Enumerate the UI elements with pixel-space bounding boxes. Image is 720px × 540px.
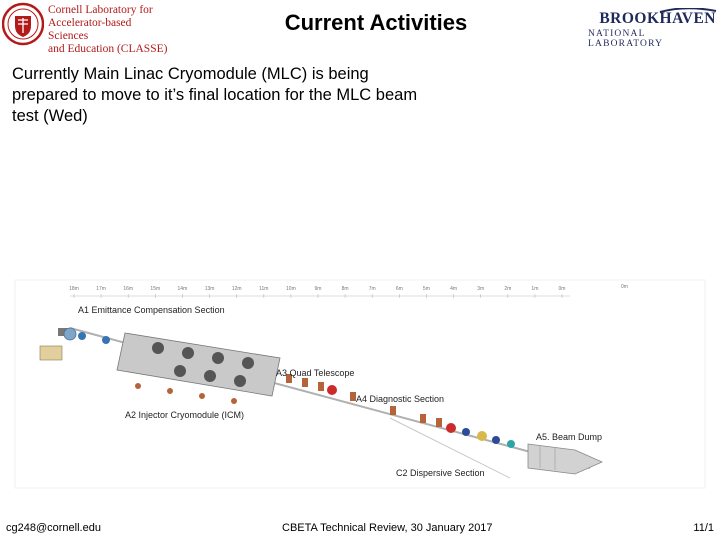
- cornell-seal-icon: [2, 2, 44, 46]
- quad-1: [286, 374, 292, 383]
- ruler-tick-label: 8m: [342, 286, 349, 292]
- label-c2-dispersive-section: C2 Dispersive Section: [396, 468, 485, 478]
- cryomodule-port-6: [204, 370, 216, 382]
- label-a1-emittance-compensation: A1 Emittance Compensation Section: [78, 305, 225, 315]
- cornell-logo-line3: and Education (CLASSE): [48, 43, 168, 55]
- beamline-layout-figure: 18m 17m 16m 15m 14m 13m 12m 11m 10m 9m 8m 7m 6m 5m 4m 3…: [14, 279, 706, 489]
- ruler-tick-label: 6m: [396, 286, 403, 292]
- ruler-tick-label: 14m: [178, 286, 188, 292]
- electron-gun: [39, 327, 110, 361]
- cornell-logo-line2: Accelerator-based Sciences: [48, 17, 132, 42]
- quad-4: [350, 392, 356, 401]
- slide-header: Cornell Laboratory for Accelerator-based…: [0, 0, 720, 56]
- ruler-tick-label: 12m: [232, 286, 242, 292]
- coupler-1: [135, 383, 141, 389]
- ruler-ticks: 18m 17m 16m 15m 14m 13m 12m 11m 10m 9m 8m 7m 6m 5m 4m 3…: [69, 286, 565, 298]
- quad-5: [390, 406, 396, 415]
- coupler-3: [199, 393, 205, 399]
- slide-body-text: Currently Main Linac Cryomodule (MLC) is…: [12, 65, 418, 125]
- distance-ruler: 18m 17m 16m 15m 14m 13m 12m 11m 10m 9m 8m 7m 6m 5m 4m 3…: [69, 284, 628, 298]
- cryomodule-port-1: [152, 342, 164, 354]
- ruler-end-label: 0m: [621, 284, 628, 290]
- ruler-tick-label: 4m: [450, 286, 457, 292]
- quad-2: [302, 378, 308, 387]
- cryomodule-port-2: [182, 347, 194, 359]
- blue-magnet-1: [462, 428, 470, 436]
- ruler-tick-label: 15m: [150, 286, 160, 292]
- quad-3: [318, 382, 324, 391]
- brookhaven-logo: BROOKHAVEN NATIONAL LABORATORY: [588, 8, 720, 49]
- teal-element: [507, 440, 515, 448]
- label-a5-beam-dump: A5. Beam Dump: [536, 432, 602, 442]
- footer-event: CBETA Technical Review, 30 January 2017: [282, 522, 493, 534]
- beam-dump: [527, 443, 603, 475]
- ruler-tick-label: 2m: [504, 286, 511, 292]
- gun-high-voltage-box: [39, 345, 63, 361]
- solenoid-2: [102, 336, 110, 344]
- ruler-tick-label: 16m: [123, 286, 133, 292]
- brookhaven-logo-name: BROOKHAVEN: [599, 10, 716, 27]
- injector-cryomodule: [116, 332, 281, 404]
- section-labels: A1 Emittance Compensation Section A2 Inj…: [78, 305, 602, 478]
- ruler-tick-label: 11m: [259, 286, 268, 292]
- ruler-tick-label: 18m: [69, 286, 79, 292]
- ruler-tick-label: 13m: [205, 286, 215, 292]
- slide-footer: cg248@cornell.edu CBETA Technical Review…: [0, 518, 720, 538]
- gun-chamber: [63, 327, 77, 341]
- beamline-magnets: [286, 374, 515, 448]
- footer-page-number: 11/1: [693, 522, 714, 534]
- figure-frame: [14, 279, 706, 489]
- ruler-tick-label: 0m: [559, 286, 566, 292]
- coupler-2: [167, 388, 173, 394]
- quad-7: [436, 418, 442, 427]
- ruler-tick-label: 1m: [531, 286, 538, 292]
- yellow-magnet: [477, 431, 487, 441]
- beam-dump-vessel: [527, 443, 603, 475]
- laser-port: [58, 328, 68, 336]
- label-a2-injector-cryomodule: A2 Injector Cryomodule (ICM): [125, 410, 244, 420]
- brookhaven-swoosh-icon: [659, 8, 717, 13]
- cryomodule-port-5: [174, 365, 186, 377]
- cornell-classe-logo: Cornell Laboratory for Accelerator-based…: [0, 0, 170, 55]
- label-a4-diagnostic-section: A4 Diagnostic Section: [356, 394, 444, 404]
- ruler-tick-label: 10m: [286, 286, 296, 292]
- cryomodule-port-7: [234, 375, 246, 387]
- red-diagnostic-2: [446, 423, 456, 433]
- cryomodule-port-3: [212, 352, 224, 364]
- solenoid-1: [78, 332, 86, 340]
- footer-email: cg248@cornell.edu: [6, 522, 101, 534]
- cryomodule-port-4: [242, 357, 254, 369]
- brookhaven-logo-subtitle: NATIONAL LABORATORY: [588, 29, 664, 49]
- cornell-logo-line1: Cornell Laboratory for: [48, 4, 153, 16]
- ruler-tick-label: 5m: [423, 286, 430, 292]
- ruler-tick-label: 9m: [315, 286, 322, 292]
- label-a3-quad-telescope: A3 Quad Telescope: [276, 368, 354, 378]
- coupler-4: [231, 398, 237, 404]
- dispersive-pipe: [389, 417, 511, 479]
- ruler-tick-label: 17m: [96, 286, 106, 292]
- ruler-tick-label: 7m: [369, 286, 376, 292]
- red-diagnostic-1: [327, 385, 337, 395]
- quad-6: [420, 414, 426, 423]
- blue-magnet-2: [492, 436, 500, 444]
- slide-title: Current Activities: [284, 10, 468, 35]
- ruler-tick-label: 3m: [477, 286, 484, 292]
